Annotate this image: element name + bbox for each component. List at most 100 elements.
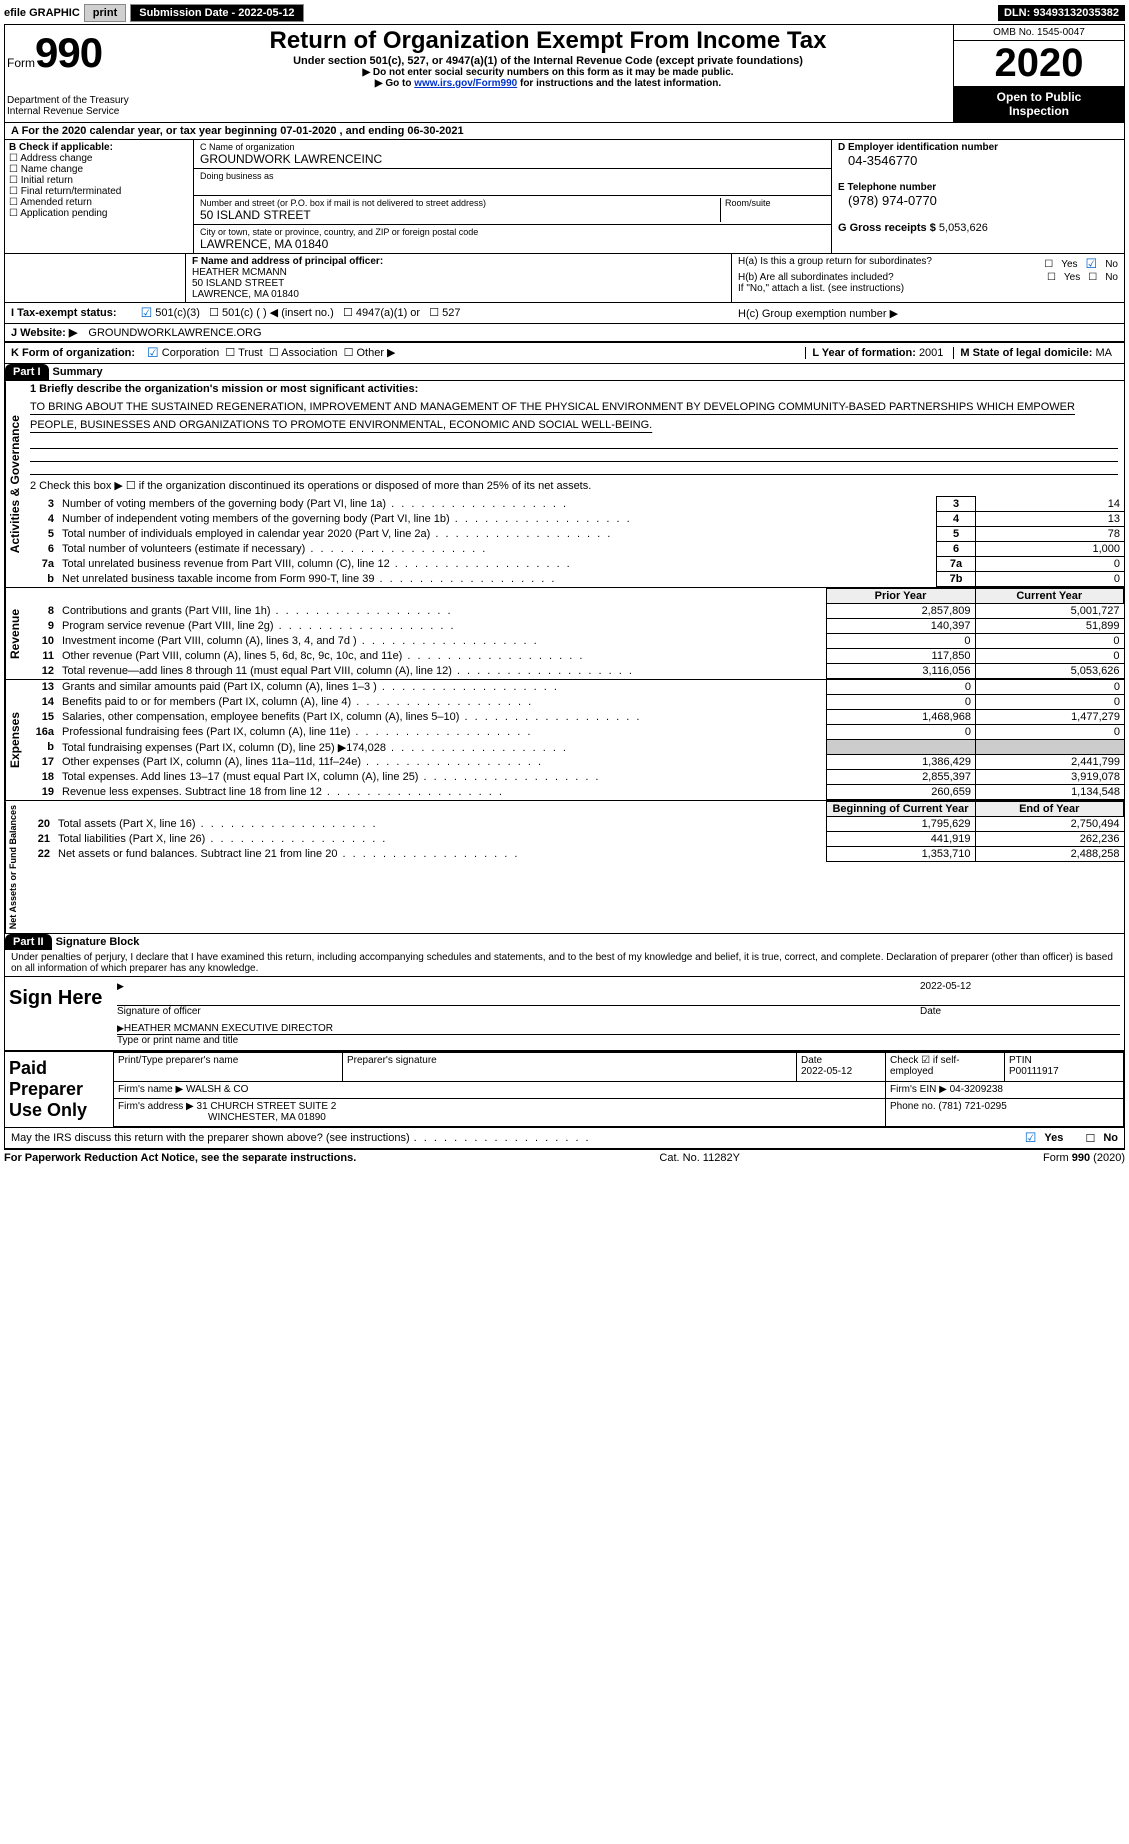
- box-e-label: E Telephone number: [838, 182, 1118, 193]
- row-8: 8Contributions and grants (Part VIII, li…: [24, 604, 1124, 619]
- prep-date: 2022-05-12: [801, 1066, 852, 1077]
- section-revenue: Revenue Prior YearCurrent Year8Contribut…: [5, 587, 1124, 679]
- form-title: Return of Organization Exempt From Incom…: [149, 27, 947, 55]
- efile-label: efile GRAPHIC: [4, 7, 80, 19]
- sig-officer-label: Signature of officer: [117, 1006, 920, 1017]
- org-form-1[interactable]: Trust: [225, 347, 269, 359]
- row-17: 17Other expenses (Part IX, column (A), l…: [24, 755, 1124, 770]
- goto-line: ▶ Go to www.irs.gov/Form990 for instruct…: [149, 78, 947, 89]
- ein: 04-3546770: [838, 153, 1118, 168]
- cat-no: Cat. No. 11282Y: [659, 1152, 740, 1164]
- part1-header: Part I Summary: [5, 363, 1124, 380]
- netassets-table: Beginning of Current YearEnd of Year20To…: [20, 801, 1124, 862]
- form990-link[interactable]: www.irs.gov/Form990: [414, 78, 517, 89]
- mission-text: TO BRING ABOUT THE SUSTAINED REGENERATIO…: [24, 397, 1124, 436]
- dept-irs: Internal Revenue Service: [7, 106, 137, 117]
- row-18: 18Total expenses. Add lines 13–17 (must …: [24, 770, 1124, 785]
- box-j: J Website: ▶ GROUNDWORKLAWRENCE.ORG: [5, 323, 1124, 341]
- firm-phone: (781) 721-0295: [938, 1101, 1006, 1112]
- prep-ptin: P00111917: [1009, 1066, 1059, 1077]
- signature-block: Sign Here Signature of officer 2022-05-1…: [5, 976, 1124, 1050]
- gov-row-5: 5Total number of individuals employed in…: [24, 527, 1124, 542]
- penalty-text: Under penalties of perjury, I declare th…: [5, 950, 1124, 976]
- row-19: 19Revenue less expenses. Subtract line 1…: [24, 785, 1124, 800]
- org-form-2[interactable]: Association: [269, 347, 344, 359]
- row-22: 22Net assets or fund balances. Subtract …: [20, 847, 1124, 862]
- box-b: B Check if applicable: Address change Na…: [5, 140, 194, 253]
- section-bcdefg: B Check if applicable: Address change Na…: [5, 139, 1124, 253]
- gov-row-4: 4Number of independent voting members of…: [24, 512, 1124, 527]
- part2-header: Part II Signature Block: [5, 933, 1124, 950]
- checkbox-initial-return[interactable]: Initial return: [9, 175, 189, 186]
- checkbox-final-return-terminated[interactable]: Final return/terminated: [9, 186, 189, 197]
- prep-selfemp: Check ☑ if self-employed: [886, 1053, 1005, 1082]
- paid-preparer-label: Paid Preparer Use Only: [5, 1052, 113, 1127]
- box-f: F Name and address of principal officer:…: [186, 254, 731, 302]
- expenses-table: 13Grants and similar amounts paid (Part …: [24, 680, 1124, 800]
- print-button[interactable]: print: [84, 4, 126, 22]
- org-form-3[interactable]: Other ▶: [344, 347, 402, 359]
- side-expenses: Expenses: [5, 680, 24, 800]
- checkbox-amended-return[interactable]: Amended return: [9, 197, 189, 208]
- gov-row-6: 6Total number of volunteers (estimate if…: [24, 542, 1124, 557]
- org-form-0[interactable]: Corporation: [147, 347, 225, 359]
- side-revenue: Revenue: [5, 588, 24, 679]
- box-klm: K Form of organization: Corporation Trus…: [5, 341, 1124, 363]
- ssn-notice: ▶ Do not enter social security numbers o…: [149, 67, 947, 78]
- form-number: 990: [35, 29, 102, 77]
- row-14: 14Benefits paid to or for members (Part …: [24, 695, 1124, 710]
- firm-name: WALSH & CO: [186, 1084, 248, 1095]
- sign-here-label: Sign Here: [5, 977, 113, 1050]
- row-12: 12Total revenue—add lines 8 through 11 (…: [24, 664, 1124, 679]
- checkbox-name-change[interactable]: Name change: [9, 164, 189, 175]
- row-15: 15Salaries, other compensation, employee…: [24, 710, 1124, 725]
- paid-preparer-block: Paid Preparer Use Only Print/Type prepar…: [5, 1050, 1124, 1127]
- box-g: G Gross receipts $ 5,053,626: [838, 222, 1118, 234]
- prep-name-hdr: Print/Type preparer's name: [114, 1053, 343, 1082]
- top-bar: efile GRAPHIC print Submission Date - 20…: [4, 4, 1125, 22]
- gov-row-7b: bNet unrelated business taxable income f…: [24, 572, 1124, 587]
- discuss-line: May the IRS discuss this return with the…: [5, 1127, 1124, 1148]
- form-word: Form: [7, 56, 35, 70]
- form-header: Form 990 Department of the Treasury Inte…: [5, 25, 1124, 122]
- tax-status-1[interactable]: 501(c) ( ) ◀ (insert no.): [209, 307, 343, 319]
- box-i: I Tax-exempt status: 501(c)(3) 501(c) ( …: [5, 302, 1124, 323]
- gov-row-3: 3Number of voting members of the governi…: [24, 497, 1124, 512]
- dept-treasury: Department of the Treasury: [7, 95, 137, 106]
- submission-date: Submission Date - 2022-05-12: [130, 4, 303, 22]
- phone: (978) 974-0770: [838, 193, 1118, 208]
- row-9: 9Program service revenue (Part VIII, lin…: [24, 619, 1124, 634]
- box-d-label: D Employer identification number: [838, 142, 1118, 153]
- side-governance: Activities & Governance: [5, 381, 24, 587]
- checkbox-application-pending[interactable]: Application pending: [9, 208, 189, 219]
- line2: 2 Check this box ▶ ☐ if the organization…: [24, 475, 1124, 496]
- type-name-label: Type or print name and title: [117, 1035, 1120, 1046]
- officer-name: HEATHER MCMANN EXECUTIVE DIRECTOR: [124, 1023, 333, 1034]
- row-21: 21Total liabilities (Part X, line 26)441…: [20, 832, 1124, 847]
- firm-addr1: 31 CHURCH STREET SUITE 2: [197, 1101, 337, 1112]
- revenue-table: Prior YearCurrent Year8Contributions and…: [24, 588, 1124, 679]
- firm-ein: 04-3209238: [950, 1084, 1003, 1095]
- sig-date-label: Date: [920, 1006, 1120, 1017]
- tax-status-3[interactable]: 527: [429, 307, 469, 319]
- section-governance: Activities & Governance 1 Briefly descri…: [5, 380, 1124, 587]
- box-hc: H(c) Group exemption number ▶: [738, 307, 1118, 320]
- box-c: C Name of organizationGROUNDWORK LAWRENC…: [194, 140, 831, 253]
- tax-status-0[interactable]: 501(c)(3): [141, 307, 210, 319]
- row-10: 10Investment income (Part VIII, column (…: [24, 634, 1124, 649]
- form-subtitle: Under section 501(c), 527, or 4947(a)(1)…: [149, 55, 947, 67]
- tax-year: 2020: [995, 41, 1084, 85]
- firm-addr2: WINCHESTER, MA 01890: [208, 1112, 326, 1123]
- form-footer: Form 990 (2020): [1043, 1152, 1125, 1164]
- dln: DLN: 93493132035382: [998, 5, 1125, 21]
- row-20: 20Total assets (Part X, line 16)1,795,62…: [20, 817, 1124, 832]
- row-13: 13Grants and similar amounts paid (Part …: [24, 680, 1124, 695]
- checkbox-address-change[interactable]: Address change: [9, 153, 189, 164]
- section-netassets: Net Assets or Fund Balances Beginning of…: [5, 800, 1124, 933]
- open-inspection: Open to PublicInspection: [954, 86, 1124, 122]
- pra-notice: For Paperwork Reduction Act Notice, see …: [4, 1152, 356, 1164]
- tax-status-2[interactable]: 4947(a)(1) or: [343, 307, 429, 319]
- row-16a: 16aProfessional fundraising fees (Part I…: [24, 725, 1124, 740]
- governance-table: 3Number of voting members of the governi…: [24, 496, 1124, 587]
- row-b: bTotal fundraising expenses (Part IX, co…: [24, 740, 1124, 755]
